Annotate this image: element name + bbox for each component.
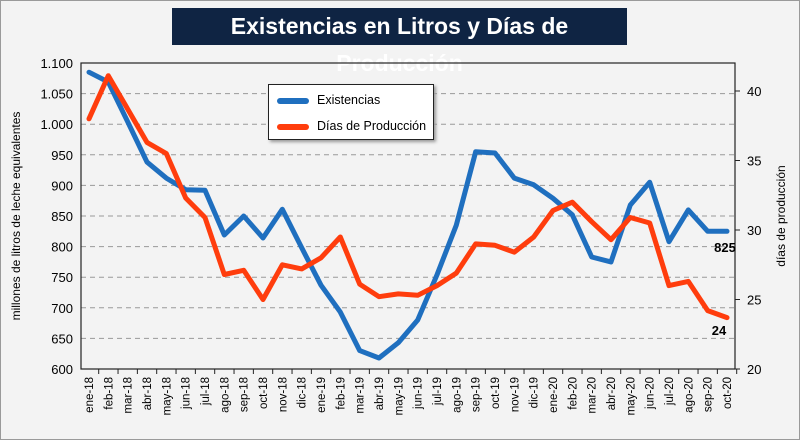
y-tick-label: 850 <box>51 209 73 224</box>
series-existencias-line <box>86 69 730 361</box>
x-tick-label: may-19 <box>393 377 405 415</box>
x-tick-label: mar-20 <box>587 377 599 413</box>
x-tick-label: may-18 <box>161 377 173 415</box>
x-tick-label: ago-18 <box>219 377 231 413</box>
x-tick-label: jul-20 <box>664 377 676 406</box>
y-axis-right-label: días de producción <box>774 165 788 266</box>
y-tick-label: 950 <box>51 148 73 163</box>
label-last-existencias: 825 <box>714 240 736 255</box>
x-tick-label: ago-20 <box>683 377 695 413</box>
x-tick-label: dic-18 <box>297 377 309 408</box>
legend-item-existencias: Existencias <box>277 91 380 109</box>
y-right-tick-label: 40 <box>747 84 761 99</box>
x-tick-label: mar-18 <box>123 377 135 413</box>
y-tick-label: 800 <box>51 240 73 255</box>
x-tick-label: jul-18 <box>200 377 212 406</box>
x-tick-label: jun-19 <box>413 377 425 410</box>
x-tick-label: feb-18 <box>103 377 115 410</box>
x-tick-label: ene-18 <box>84 377 96 413</box>
y-tick-label: 700 <box>51 301 73 316</box>
x-tick-label: sep-18 <box>239 377 251 412</box>
x-tick-label: may-20 <box>625 377 637 415</box>
y-right-tick-label: 20 <box>747 362 761 377</box>
y-tick-label: 650 <box>51 331 73 346</box>
y-tick-label: 1.050 <box>40 87 73 102</box>
x-tick-label: ene-19 <box>316 377 328 413</box>
x-tick-label: jun-18 <box>181 377 193 410</box>
x-tick-label: nov-19 <box>509 377 521 412</box>
series-dias-line <box>86 73 730 321</box>
y-tick-label: 750 <box>51 270 73 285</box>
y-tick-label: 900 <box>51 178 73 193</box>
legend-swatch-red <box>277 123 309 130</box>
x-tick-label: jul-19 <box>432 377 444 406</box>
x-tick-label: ene-20 <box>548 377 560 413</box>
y-axis-label: millones de litros de leche equivalentes <box>9 112 23 321</box>
label-last-dias: 24 <box>712 323 727 338</box>
y-tick-label: 1.100 <box>40 56 73 71</box>
x-tick-label: sep-20 <box>703 377 715 412</box>
x-tick-label: nov-18 <box>277 377 289 412</box>
y-right-tick-label: 30 <box>747 223 761 238</box>
x-tick-label: ago-19 <box>451 377 463 413</box>
chart-title: Existencias en Litros y Días de Producci… <box>172 8 627 76</box>
x-tick-label: abr-19 <box>374 377 386 410</box>
x-tick-label: oct-20 <box>722 377 734 409</box>
x-tick-label: feb-20 <box>567 377 579 410</box>
legend-label: Días de Producción <box>317 119 427 133</box>
x-tick-label: dic-19 <box>529 377 541 408</box>
y-tick-label: 1.000 <box>40 117 73 132</box>
x-tick-label: sep-19 <box>471 377 483 412</box>
legend-label: Existencias <box>317 93 381 107</box>
legend-item-dias: Días de Producción <box>277 117 426 135</box>
x-tick-label: abr-18 <box>142 377 154 410</box>
y-right-tick-label: 25 <box>747 293 761 308</box>
legend: Existencias Días de Producción <box>268 84 434 140</box>
legend-swatch-blue <box>277 97 309 104</box>
x-tick-label: jun-20 <box>645 377 657 410</box>
x-tick-label: abr-20 <box>606 377 618 410</box>
x-tick-label: feb-19 <box>335 377 347 410</box>
x-tick-label: oct-18 <box>258 377 270 409</box>
x-tick-label: mar-19 <box>355 377 367 413</box>
x-tick-label: oct-19 <box>490 377 502 409</box>
y-right-tick-label: 35 <box>747 154 761 169</box>
y-tick-label: 600 <box>51 362 73 377</box>
